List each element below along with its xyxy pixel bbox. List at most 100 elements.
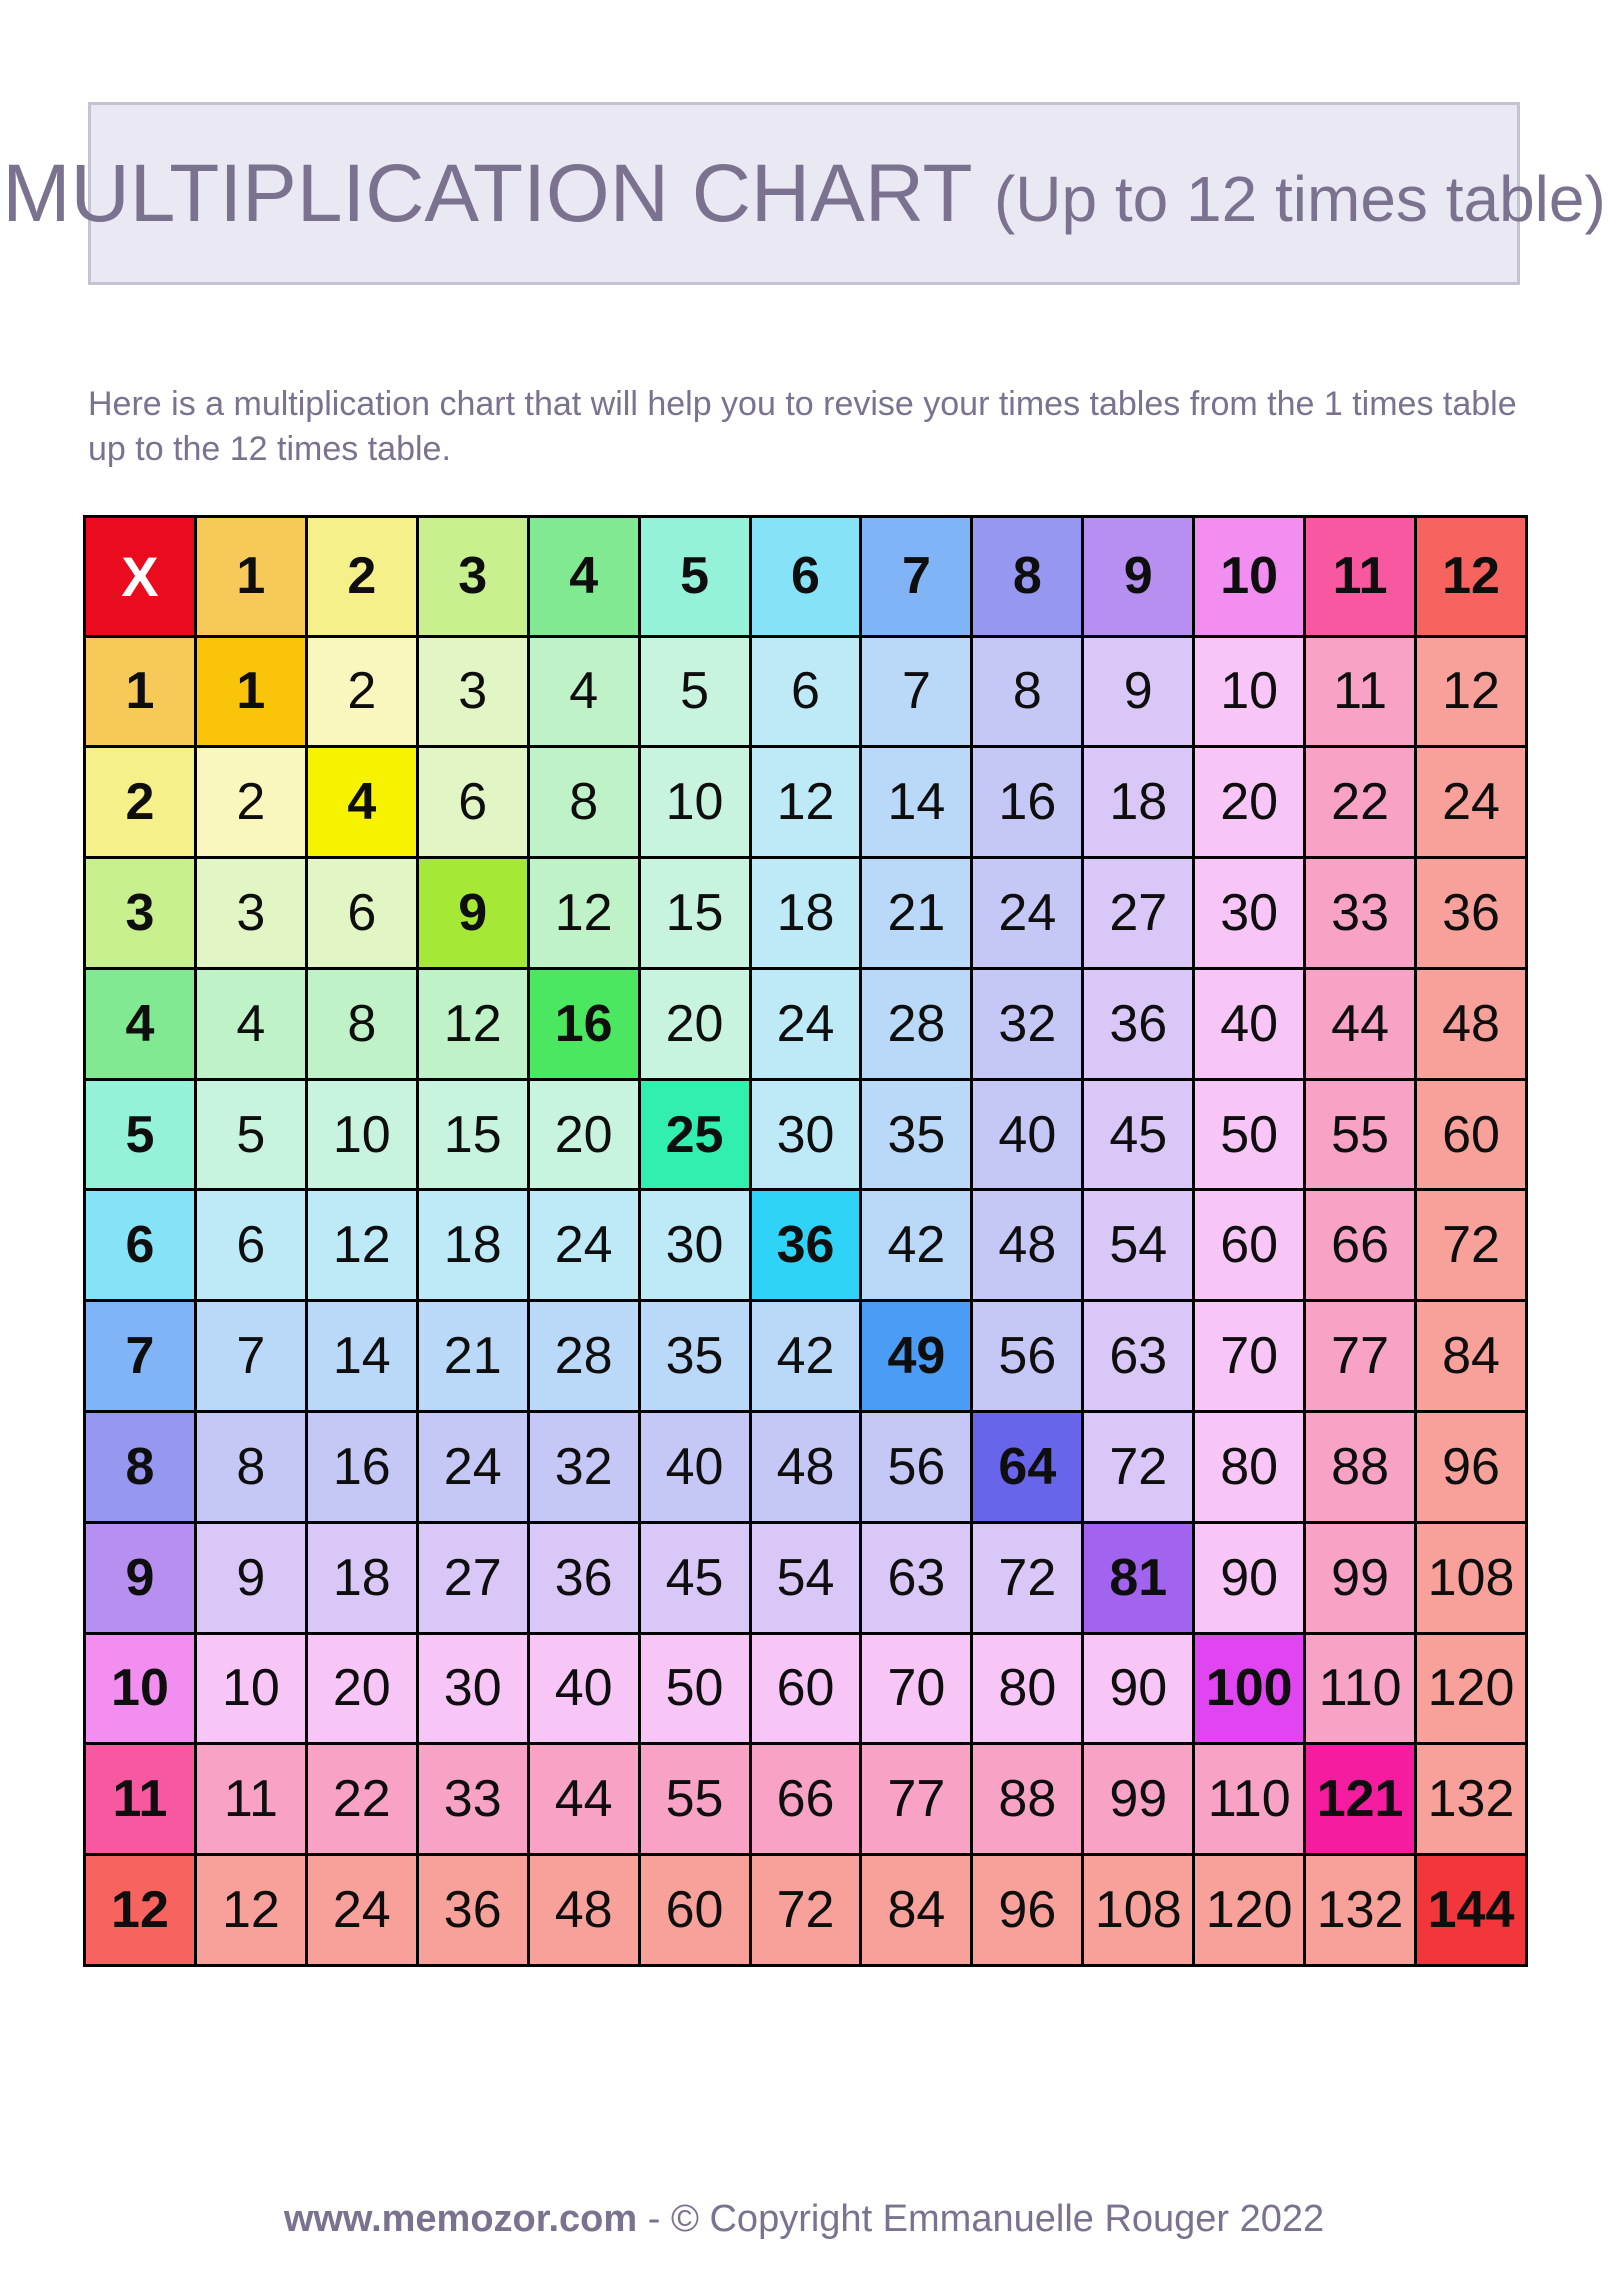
product-cell: 28 <box>859 966 974 1081</box>
product-cell: 36 <box>526 1520 641 1635</box>
product-cell: 96 <box>970 1853 1085 1967</box>
product-cell: 16 <box>304 1410 419 1524</box>
product-cell: 40 <box>526 1631 641 1746</box>
product-cell: 11 <box>1303 634 1418 749</box>
product-cell: 7 <box>193 1299 308 1414</box>
table-row: 7 7 14 21 28 35 42 49 56 63 70 77 84 <box>83 1299 1528 1414</box>
row-header-cell: 2 <box>83 745 197 860</box>
product-cell: 60 <box>1192 1188 1307 1303</box>
product-cell: 18 <box>304 1520 419 1635</box>
diagonal-square-cell: 121 <box>1303 1742 1418 1857</box>
table-row: X 1 2 3 4 5 6 7 8 9 10 11 12 <box>83 515 1528 638</box>
product-cell: 24 <box>526 1188 641 1303</box>
product-cell: 84 <box>1414 1299 1528 1414</box>
product-cell: 66 <box>1303 1188 1418 1303</box>
product-cell: 54 <box>748 1520 863 1635</box>
multiplication-table: X 1 2 3 4 5 6 7 8 9 10 11 12 1 1 2 3 4 5 6 7 8 9 10 11 12 2 2 4 6 8 10 1… <box>83 515 1528 1967</box>
product-cell: 24 <box>415 1410 530 1524</box>
product-cell: 15 <box>637 856 752 970</box>
product-cell: 30 <box>748 1077 863 1192</box>
product-cell: 18 <box>415 1188 530 1303</box>
multiplication-table-body: X 1 2 3 4 5 6 7 8 9 10 11 12 1 1 2 3 4 5 6 7 8 9 10 11 12 2 2 4 6 8 10 1… <box>83 515 1528 1967</box>
product-cell: 42 <box>748 1299 863 1414</box>
row-header-cell: 10 <box>83 1631 197 1746</box>
table-row: 6 6 12 18 24 30 36 42 48 54 60 66 72 <box>83 1188 1528 1303</box>
product-cell: 60 <box>637 1853 752 1967</box>
product-cell: 63 <box>859 1520 974 1635</box>
product-cell: 24 <box>304 1853 419 1967</box>
footer-site-url: www.memozor.com <box>283 2198 638 2240</box>
product-cell: 88 <box>1303 1410 1418 1524</box>
product-cell: 18 <box>748 856 863 970</box>
product-cell: 24 <box>748 966 863 1081</box>
product-cell: 30 <box>637 1188 752 1303</box>
table-row: 12 12 24 36 48 60 72 84 96 108 120 132 144 <box>83 1853 1528 1967</box>
product-cell: 10 <box>304 1077 419 1192</box>
product-cell: 12 <box>1414 634 1528 749</box>
product-cell: 9 <box>193 1520 308 1635</box>
product-cell: 8 <box>193 1410 308 1524</box>
row-header-cell: 9 <box>83 1520 197 1635</box>
product-cell: 33 <box>1303 856 1418 970</box>
product-cell: 77 <box>1303 1299 1418 1414</box>
product-cell: 72 <box>1081 1410 1196 1524</box>
product-cell: 21 <box>859 856 974 970</box>
product-cell: 20 <box>304 1631 419 1746</box>
table-row: 2 2 4 6 8 10 12 14 16 18 20 22 24 <box>83 745 1528 860</box>
product-cell: 24 <box>970 856 1085 970</box>
product-cell: 20 <box>526 1077 641 1192</box>
product-cell: 16 <box>970 745 1085 860</box>
product-cell: 72 <box>970 1520 1085 1635</box>
diagonal-square-cell: 49 <box>859 1299 974 1414</box>
product-cell: 30 <box>1192 856 1307 970</box>
product-cell: 36 <box>415 1853 530 1967</box>
product-cell: 22 <box>304 1742 419 1857</box>
diagonal-square-cell: 25 <box>637 1077 752 1192</box>
product-cell: 28 <box>526 1299 641 1414</box>
table-row: 4 4 8 12 16 20 24 28 32 36 40 44 48 <box>83 966 1528 1081</box>
product-cell: 18 <box>1081 745 1196 860</box>
product-cell: 48 <box>526 1853 641 1967</box>
product-cell: 20 <box>637 966 752 1081</box>
product-cell: 72 <box>748 1853 863 1967</box>
product-cell: 6 <box>304 856 419 970</box>
product-cell: 6 <box>748 634 863 749</box>
product-cell: 20 <box>1192 745 1307 860</box>
diagonal-square-cell: 144 <box>1414 1853 1528 1967</box>
product-cell: 48 <box>1414 966 1528 1081</box>
column-header-cell: 6 <box>748 515 863 638</box>
product-cell: 99 <box>1303 1520 1418 1635</box>
product-cell: 110 <box>1192 1742 1307 1857</box>
table-row: 3 3 6 9 12 15 18 21 24 27 30 33 36 <box>83 856 1528 970</box>
column-header-cell: 11 <box>1303 515 1418 638</box>
product-cell: 32 <box>526 1410 641 1524</box>
product-cell: 42 <box>859 1188 974 1303</box>
column-header-cell: 5 <box>637 515 752 638</box>
product-cell: 99 <box>1081 1742 1196 1857</box>
product-cell: 48 <box>970 1188 1085 1303</box>
diagonal-square-cell: 36 <box>748 1188 863 1303</box>
row-header-cell: 3 <box>83 856 197 970</box>
product-cell: 9 <box>1081 634 1196 749</box>
footer: www.memozor.com - © Copyright Emmanuelle… <box>0 2198 1608 2241</box>
product-cell: 12 <box>526 856 641 970</box>
product-cell: 21 <box>415 1299 530 1414</box>
row-header-cell: 5 <box>83 1077 197 1192</box>
product-cell: 60 <box>748 1631 863 1746</box>
product-cell: 88 <box>970 1742 1085 1857</box>
product-cell: 32 <box>970 966 1085 1081</box>
product-cell: 110 <box>1303 1631 1418 1746</box>
product-cell: 48 <box>748 1410 863 1524</box>
product-cell: 14 <box>304 1299 419 1414</box>
table-row: 5 5 10 15 20 25 30 35 40 45 50 55 60 <box>83 1077 1528 1192</box>
product-cell: 2 <box>304 634 419 749</box>
product-cell: 120 <box>1192 1853 1307 1967</box>
table-row: 11 11 22 33 44 55 66 77 88 99 110 121 132 <box>83 1742 1528 1857</box>
diagonal-square-cell: 9 <box>415 856 530 970</box>
product-cell: 132 <box>1303 1853 1418 1967</box>
row-header-cell: 4 <box>83 966 197 1081</box>
product-cell: 10 <box>1192 634 1307 749</box>
product-cell: 22 <box>1303 745 1418 860</box>
product-cell: 80 <box>1192 1410 1307 1524</box>
